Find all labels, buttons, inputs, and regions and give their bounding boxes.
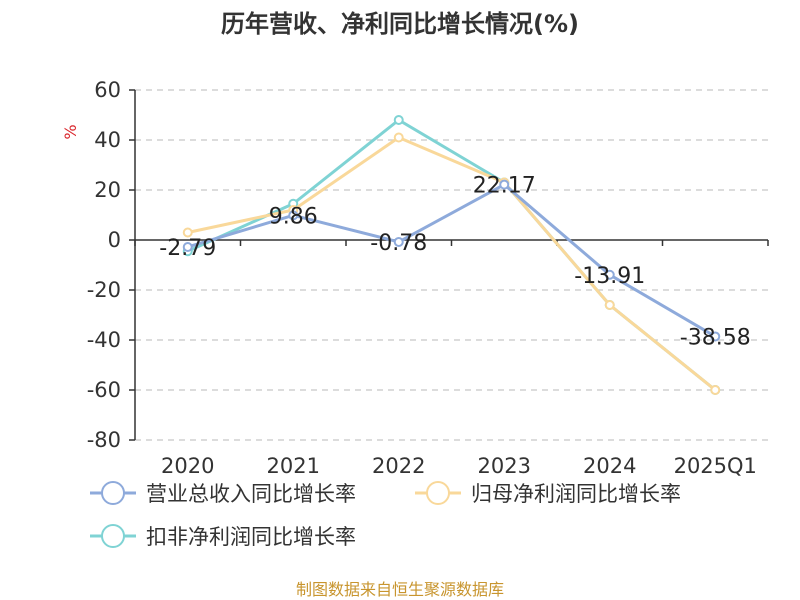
data-label: 9.86: [269, 204, 318, 229]
y-tick-label: 20: [94, 178, 121, 202]
data-point: [499, 179, 510, 190]
legend-item: 扣非净利润同比增长率: [90, 524, 356, 549]
data-point: [182, 241, 193, 252]
x-tick-label: 2023: [478, 454, 531, 478]
legend-marker-icon: [101, 524, 125, 548]
legend-marker-icon: [426, 481, 450, 505]
source-note: 制图数据来自恒生聚源数据库: [296, 580, 504, 599]
y-tick-label: 40: [94, 128, 121, 152]
y-axis-unit: %: [61, 124, 80, 139]
data-point: [393, 132, 404, 143]
data-point: [182, 227, 193, 238]
data-label: -2.79: [159, 236, 216, 261]
y-tick-label: 60: [94, 78, 121, 102]
data-point: [710, 385, 721, 395]
data-point: [393, 115, 404, 125]
data-label: -0.78: [370, 231, 427, 256]
series-line: [187, 136, 717, 392]
y-tick-label: -80: [87, 428, 121, 452]
data-point: [604, 300, 615, 310]
x-tick-label: 2021: [267, 454, 320, 478]
y-tick-label: -40: [87, 328, 121, 352]
chart-title: 历年营收、净利同比增长情况(%): [221, 10, 579, 38]
legend-item: 营业总收入同比增长率: [90, 481, 356, 506]
data-label: -13.91: [574, 264, 645, 289]
legend-label: 归母净利润同比增长率: [471, 482, 681, 506]
legend-label: 营业总收入同比增长率: [146, 482, 356, 506]
x-tick-label: 2020: [161, 454, 214, 478]
x-tick-label: 2025Q1: [674, 454, 757, 478]
legend-marker-icon: [101, 481, 125, 505]
data-labels: -2.79 9.86 -0.78 22.17 -13.91 -38.58: [159, 174, 750, 351]
x-tick-label: 2022: [372, 454, 425, 478]
grid: [135, 89, 768, 441]
series-line: [187, 183, 717, 338]
x-tick-label: 2024: [583, 454, 636, 478]
data-label: 22.17: [473, 174, 536, 199]
legend-label: 扣非净利润同比增长率: [146, 525, 356, 549]
y-tick-label: -60: [87, 378, 121, 402]
axes: 60 40 20 0 -20 -40 -60 -80 2020 2021 2022 2023 2024 2…: [87, 78, 769, 478]
data-point: [393, 236, 404, 247]
y-tick-label: 0: [108, 228, 121, 252]
y-tick-label: -20: [87, 278, 121, 302]
series: [182, 115, 721, 395]
data-label: -38.58: [680, 325, 751, 350]
data-point: [710, 331, 721, 342]
data-point: [604, 269, 615, 280]
data-point: [288, 210, 299, 221]
legend-item: 归母净利润同比增长率: [415, 481, 681, 506]
